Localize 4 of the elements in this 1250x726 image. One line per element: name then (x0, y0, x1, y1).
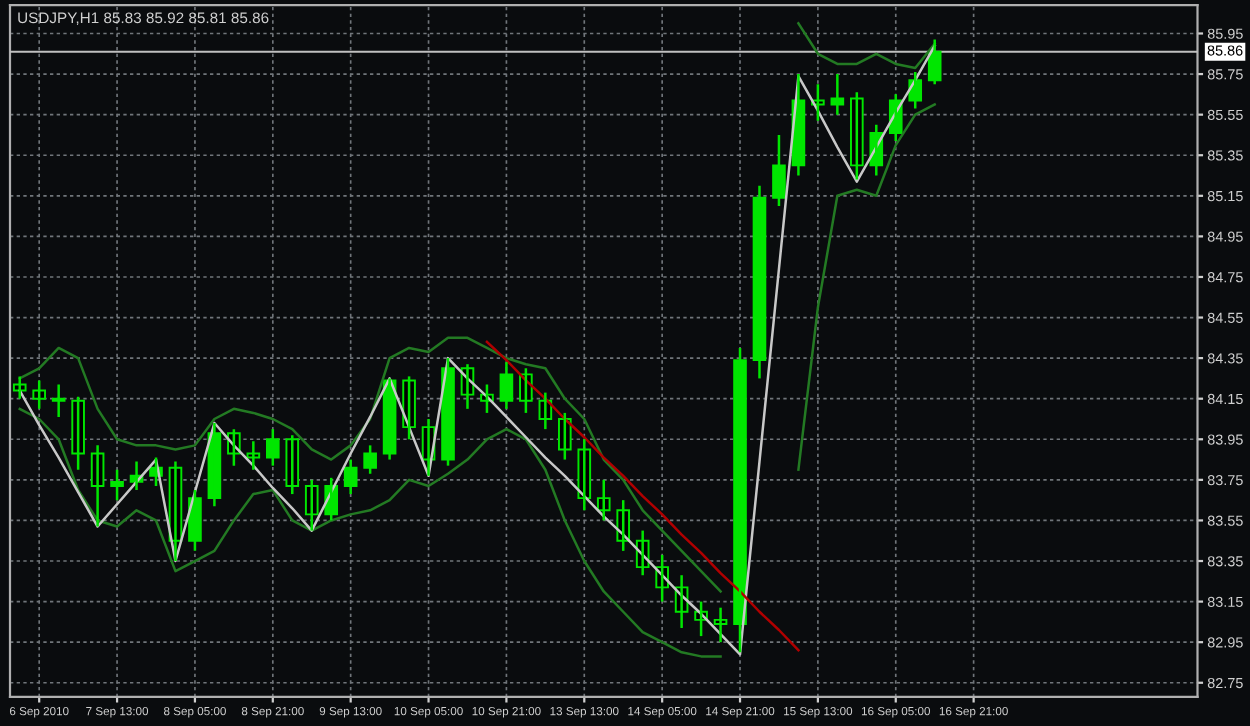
candlestick (32, 379, 47, 411)
candlestick (110, 468, 124, 502)
candlestick (266, 427, 280, 467)
line-series (485, 340, 800, 652)
